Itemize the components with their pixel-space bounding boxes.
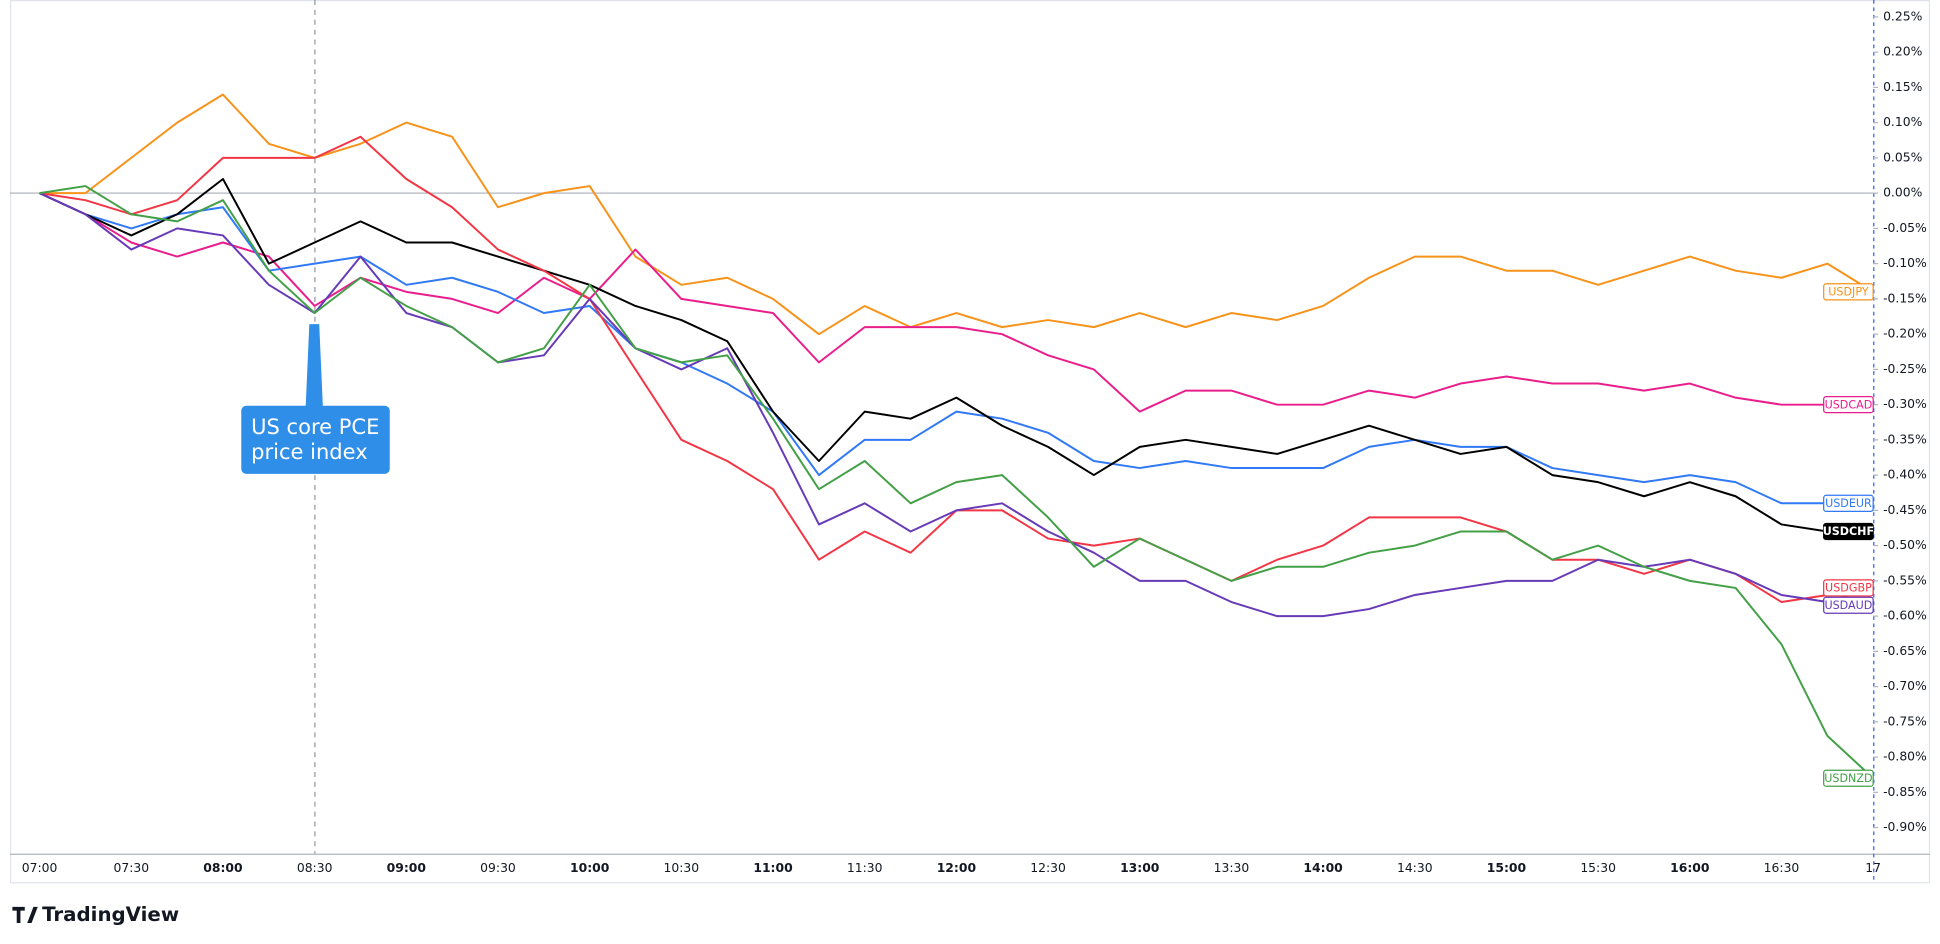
legend-label: USDAUD bbox=[1824, 599, 1872, 612]
legend-tag bbox=[1823, 579, 1874, 597]
y-tick-label: -0.45% bbox=[1883, 503, 1927, 517]
x-tick-label: 07:00 bbox=[22, 861, 58, 875]
x-tick-label: 08:30 bbox=[297, 861, 333, 875]
legend-label: USDEUR bbox=[1825, 497, 1872, 510]
series-line bbox=[39, 178, 1874, 533]
x-tick-label: 16:30 bbox=[1764, 861, 1800, 875]
y-tick-label: 0.15% bbox=[1883, 80, 1923, 94]
y-tick-label: -0.35% bbox=[1883, 432, 1927, 446]
y-tick-label: 0.25% bbox=[1883, 9, 1923, 23]
x-tick-label: 15:30 bbox=[1580, 861, 1616, 875]
x-tick-label: 12:30 bbox=[1030, 861, 1066, 875]
legend-tag bbox=[1823, 522, 1874, 541]
series-line bbox=[39, 192, 1874, 618]
annotation-text: price index bbox=[251, 439, 367, 464]
y-tick-label: 0.10% bbox=[1883, 115, 1923, 129]
y-tick-label: -0.65% bbox=[1883, 644, 1927, 658]
x-tick-label: 11:00 bbox=[753, 861, 793, 875]
legend-tag bbox=[1823, 283, 1874, 301]
plot-area bbox=[9, 93, 1874, 779]
x-tick-label: 09:00 bbox=[387, 861, 427, 875]
x-tick-label: 07:30 bbox=[113, 861, 149, 875]
logo-mark bbox=[12, 906, 38, 923]
annotation-pointer bbox=[305, 324, 323, 409]
x-tick-label: 09:30 bbox=[480, 861, 516, 875]
legend-tag bbox=[1823, 769, 1874, 787]
logo: TradingView bbox=[12, 903, 179, 926]
pane-border bbox=[9, 0, 1931, 884]
y-tick-label: -0.15% bbox=[1883, 291, 1927, 305]
x-tick-label: 16:00 bbox=[1670, 861, 1710, 875]
legend-label: USDCAD bbox=[1825, 398, 1873, 411]
x-tick-label: 12:00 bbox=[937, 861, 977, 875]
x-tick-label: 13:00 bbox=[1120, 861, 1160, 875]
y-tick-label: -0.05% bbox=[1883, 221, 1927, 235]
series-line bbox=[39, 185, 1874, 779]
series-line bbox=[39, 192, 1874, 413]
x-tick-label: 11:30 bbox=[847, 861, 883, 875]
y-tick-label: -0.40% bbox=[1883, 468, 1927, 482]
y-tick-label: 0.20% bbox=[1883, 45, 1923, 59]
annotation: US core PCE price index bbox=[241, 324, 390, 474]
y-tick-label: -0.70% bbox=[1883, 679, 1927, 693]
series-line bbox=[39, 192, 1874, 505]
x-tick-label: 14:30 bbox=[1397, 861, 1433, 875]
legend-tag bbox=[1823, 494, 1874, 512]
legend-label: USDGBP bbox=[1825, 582, 1872, 595]
legend-tag bbox=[1823, 596, 1874, 614]
legend-tag bbox=[1823, 395, 1874, 414]
series-line bbox=[39, 93, 1874, 336]
annotation-text: US core PCE bbox=[251, 414, 379, 439]
x-tick-label: 10:30 bbox=[664, 861, 700, 875]
x-tick-label: 17 bbox=[1865, 861, 1881, 875]
logo-text: TradingView bbox=[42, 903, 179, 926]
y-tick-label: -0.25% bbox=[1883, 362, 1927, 376]
x-tick-label: 15:00 bbox=[1487, 861, 1527, 875]
y-tick-label: -0.50% bbox=[1883, 538, 1927, 552]
y-tick-label: -0.60% bbox=[1883, 609, 1927, 623]
y-tick-label: -0.20% bbox=[1883, 327, 1927, 341]
annotation-box bbox=[241, 405, 390, 474]
x-tick-label: 13:30 bbox=[1214, 861, 1250, 875]
legend-label: USDCHF bbox=[1823, 525, 1874, 538]
y-tick-label: -0.55% bbox=[1883, 573, 1927, 587]
legend-label: USDJPY bbox=[1828, 285, 1869, 298]
y-tick-label: -0.90% bbox=[1883, 820, 1927, 834]
y-tick-label: -0.75% bbox=[1883, 714, 1927, 728]
y-tick-label: -0.80% bbox=[1883, 750, 1927, 764]
x-tick-label: 10:00 bbox=[570, 861, 610, 875]
y-tick-label: 0.05% bbox=[1883, 150, 1923, 164]
y-tick-label: -0.85% bbox=[1883, 785, 1927, 799]
y-tick-label: -0.30% bbox=[1883, 397, 1927, 411]
x-tick-label: 08:00 bbox=[203, 861, 243, 875]
legend-label: USDNZD bbox=[1824, 772, 1872, 785]
y-tick-label: 0.00% bbox=[1883, 186, 1923, 200]
y-tick-label: -0.10% bbox=[1883, 256, 1927, 270]
x-tick-label: 14:00 bbox=[1303, 861, 1343, 875]
